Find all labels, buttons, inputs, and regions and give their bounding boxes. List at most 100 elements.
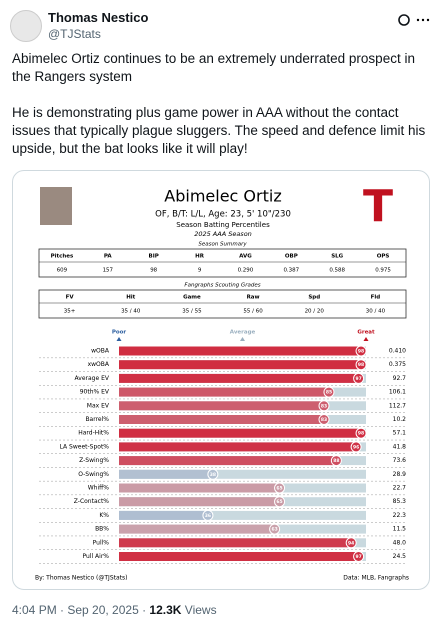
percentile-label: 97: [355, 554, 361, 560]
stat-value: 106.1: [389, 389, 406, 396]
table-header: PA: [104, 254, 113, 260]
stat-name: Average EV: [75, 375, 110, 382]
table-header: SLG: [331, 254, 343, 260]
table-cell: 9: [198, 268, 202, 274]
chart: T Abimelec Ortiz OF, B/T: L/L, Age: 23, 5…: [35, 181, 409, 582]
stat-name: Z-Swing%: [79, 457, 109, 464]
percentile-bar: [119, 401, 325, 411]
table-header: BIP: [149, 254, 159, 260]
scale-arrow: [240, 337, 245, 341]
team-logo: T: [363, 181, 393, 232]
credit: By: Thomas Nestico (@TJStats): [35, 575, 128, 582]
table-header: Spd: [308, 295, 320, 301]
percentile-label: 88: [333, 458, 339, 464]
table-header: OBP: [285, 254, 298, 260]
percentile-bar: [119, 552, 359, 561]
percentile-bar: [119, 415, 325, 424]
stat-value: 11.5: [393, 526, 407, 533]
author-handle[interactable]: @TJStats: [48, 27, 101, 41]
stat-name: Barrel%: [85, 416, 109, 423]
percentile-dot: [330, 455, 342, 467]
percentile-dot: [274, 482, 286, 494]
percentile-bar: [119, 483, 280, 493]
percentile-label: 97: [355, 376, 361, 382]
stat-value: 57.1: [393, 430, 407, 437]
bar-track: [119, 510, 366, 520]
table-cell: 35+: [64, 309, 76, 315]
percentile-dot: [350, 441, 362, 453]
percentile-bar: [119, 387, 329, 397]
percentile-bar: [119, 428, 362, 438]
stat-value: 22.3: [393, 512, 407, 519]
stat-name: xwOBA: [88, 361, 110, 368]
stat-name: Max EV: [87, 402, 110, 409]
percentile-label: 83: [321, 403, 327, 409]
author-name[interactable]: Thomas Nestico: [48, 10, 149, 25]
player-name: Abimelec Ortiz: [164, 187, 281, 206]
stat-name: O-Swing%: [78, 471, 109, 478]
percentile-label: 36: [205, 513, 211, 519]
stat-value: 41.8: [393, 443, 407, 450]
percentile-dot: [345, 537, 357, 549]
percentile-dot: [355, 359, 367, 371]
stat-value: 24.5: [393, 553, 407, 560]
percentile-dot: [318, 414, 330, 425]
stat-name: Z-Contact%: [74, 498, 110, 505]
table-cell: 35 / 55: [182, 309, 202, 315]
scale-arrow: [116, 337, 122, 341]
bar-track: [119, 469, 366, 479]
percentile-label: 85: [326, 390, 332, 396]
paragraph: He is demonstrating plus game power in A…: [12, 105, 426, 156]
percentile-bar: [119, 510, 208, 520]
stat-name: Hard-Hit%: [78, 430, 109, 437]
stat-name: wOBA: [91, 348, 110, 355]
chart-card[interactable]: T Abimelec Ortiz OF, B/T: L/L, Age: 23, 5…: [12, 170, 430, 590]
table-cell: 0.975: [375, 268, 391, 274]
avatar[interactable]: [10, 10, 42, 42]
stat-value: 10.2: [393, 416, 407, 423]
percentile-bar: [119, 373, 359, 383]
percentile-dot: [274, 496, 286, 508]
table-header: Fld: [371, 295, 381, 301]
tweet-meta: 4:04 PM · Sep 20, 2025 · 12.3K Views: [12, 603, 217, 617]
percentile-label: 38: [210, 472, 216, 478]
percentile-dot: [353, 551, 365, 562]
percentile-label: 98: [358, 349, 364, 355]
percentile-bar: [119, 346, 362, 356]
season: 2025 AAA Season: [194, 230, 252, 238]
tweet-text: Abimelec Ortiz continues to be an extrem…: [12, 50, 430, 176]
stat-name: K%: [99, 512, 109, 519]
header-icons[interactable]: [396, 12, 430, 28]
percentile-dot: [318, 400, 330, 412]
percentile-dot: [355, 427, 367, 439]
table-cell: 20 / 20: [305, 309, 325, 315]
percentile-dot: [323, 386, 335, 398]
percentile-dot: [355, 345, 367, 357]
subtitle: Season Batting Percentiles: [176, 221, 270, 229]
stat-name: Pull%: [93, 539, 110, 546]
percentile-label: 83: [321, 417, 327, 423]
percentile-label: 65: [276, 486, 282, 492]
table-cell: 0.387: [283, 268, 299, 274]
table-cell: 55 / 60: [243, 309, 263, 315]
stat-name: 90th% EV: [80, 389, 110, 396]
paragraph: Abimelec Ortiz continues to be an extrem…: [12, 51, 415, 84]
table-header: Hit: [126, 295, 135, 301]
scale-label: Great: [357, 330, 375, 336]
table-header: OPS: [377, 254, 390, 260]
stat-value: 0.375: [389, 361, 406, 368]
timestamp[interactable]: 4:04 PM · Sep 20, 2025 ·: [12, 603, 150, 617]
table-cell: 30 / 40: [366, 309, 386, 315]
table-title: Season Summary: [198, 242, 247, 248]
stat-value: 85.3: [393, 498, 407, 505]
table-header: Raw: [247, 295, 260, 301]
percentile-bar: [119, 360, 362, 370]
stat-value: 22.7: [393, 485, 407, 492]
percentile-bar: [119, 456, 337, 466]
table-header: FV: [66, 295, 75, 301]
percentile-dot: [269, 523, 281, 535]
table-cell: 0.290: [238, 268, 254, 274]
table-title: Fangraphs Scouting Grades: [184, 283, 260, 289]
percentile-dot: [202, 509, 214, 521]
percentile-bar: [119, 524, 275, 534]
